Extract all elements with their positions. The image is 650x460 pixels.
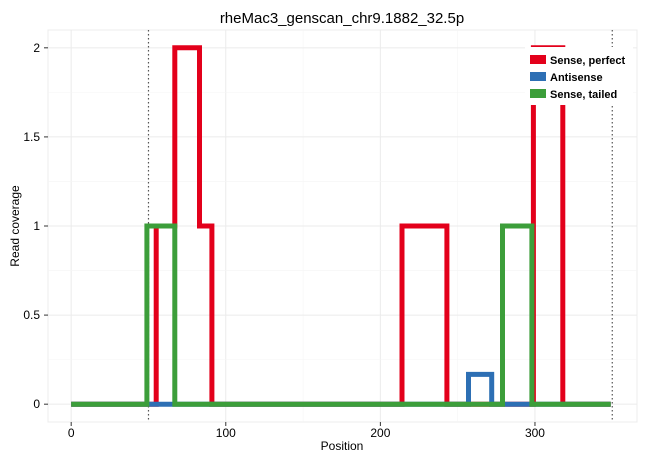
x-tick-label: 200 <box>370 426 390 440</box>
series-line-3 <box>71 223 611 407</box>
x-tick-label: 300 <box>525 426 545 440</box>
chart-title: rheMac3_genscan_chr9.1882_32.5p <box>220 10 464 27</box>
y-tick-label: 1.5 <box>23 130 40 144</box>
y-tick-label: 0 <box>33 397 40 411</box>
legend-label: Sense, tailed <box>550 89 617 101</box>
legend-label: Antisense <box>550 72 603 84</box>
legend: Sense, perfect Antisense Sense, tailed <box>525 47 633 105</box>
legend-label: Sense, perfect <box>550 55 626 67</box>
x-axis-label: Position <box>321 439 364 453</box>
x-tick-label: 0 <box>68 426 75 440</box>
legend-swatch <box>530 55 546 64</box>
y-tick-label: 0.5 <box>23 308 40 322</box>
axis-ticks: 0 100 200 300 0 0.5 1 1.5 2 <box>23 41 545 440</box>
y-tick-label: 2 <box>33 41 40 55</box>
legend-swatch <box>530 89 546 98</box>
y-axis-label: Read coverage <box>8 185 22 267</box>
legend-swatch <box>530 72 546 81</box>
x-tick-label: 100 <box>216 426 236 440</box>
y-tick-label: 1 <box>33 219 40 233</box>
